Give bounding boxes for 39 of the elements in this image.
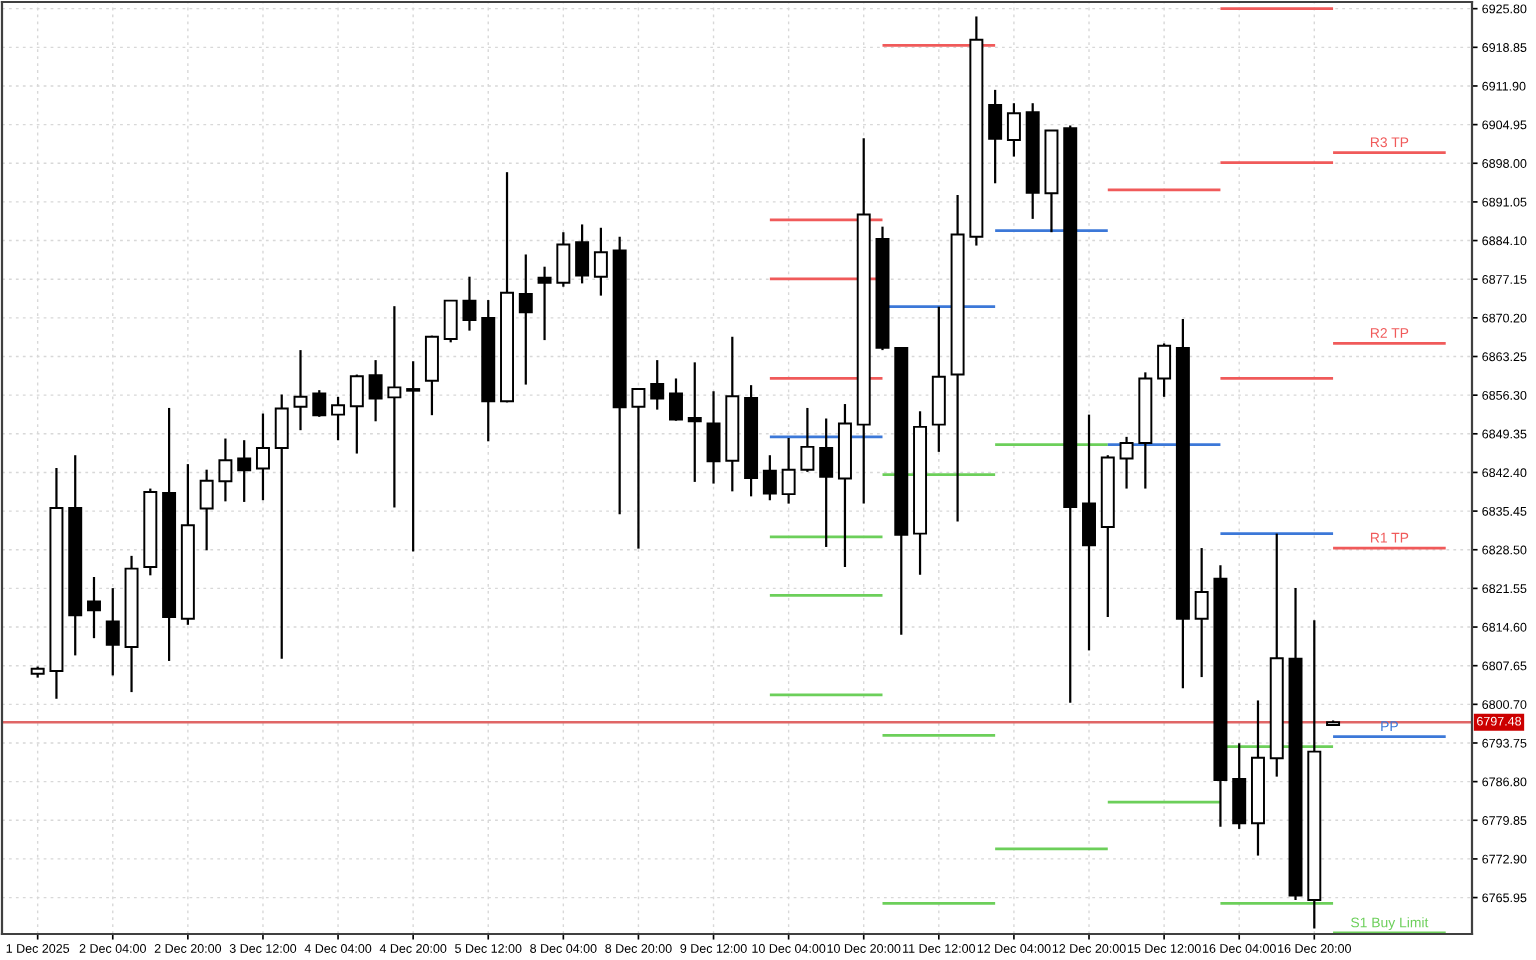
candlestick xyxy=(406,360,421,553)
candlestick xyxy=(781,436,796,505)
candlestick xyxy=(762,454,777,502)
candlestick xyxy=(706,390,721,485)
candlestick xyxy=(443,298,458,344)
candlestick xyxy=(1194,546,1209,679)
candlestick xyxy=(312,389,327,418)
candlestick xyxy=(687,361,702,484)
candlestick xyxy=(631,387,646,550)
candlestick xyxy=(462,275,477,332)
candlestick xyxy=(293,349,308,432)
candlestick xyxy=(1082,413,1096,652)
candlestick xyxy=(819,417,834,549)
candlestick xyxy=(87,575,101,640)
candlestick xyxy=(1157,342,1172,398)
candlestick xyxy=(556,231,571,288)
candlestick xyxy=(255,412,270,502)
candlestick xyxy=(931,305,946,453)
candlestick xyxy=(105,587,120,677)
candlestick xyxy=(1232,742,1247,831)
candlestick xyxy=(1119,435,1134,490)
candlestick xyxy=(593,226,608,297)
candlestick xyxy=(274,393,289,660)
candlestick xyxy=(575,223,590,285)
candlestick xyxy=(218,437,233,503)
candlestick xyxy=(988,88,1003,185)
candlestick xyxy=(1006,102,1021,158)
candlestick xyxy=(199,468,214,552)
candlestick xyxy=(387,305,402,509)
candlestick xyxy=(331,395,346,442)
candlestick xyxy=(537,265,552,342)
candlestick xyxy=(368,359,383,423)
candlestick xyxy=(518,253,533,386)
candlestick xyxy=(424,334,439,417)
candlestick xyxy=(669,377,683,422)
candlestick xyxy=(349,373,364,455)
candlestick xyxy=(650,359,665,411)
candlestick xyxy=(237,439,252,504)
candlestick xyxy=(800,406,815,473)
